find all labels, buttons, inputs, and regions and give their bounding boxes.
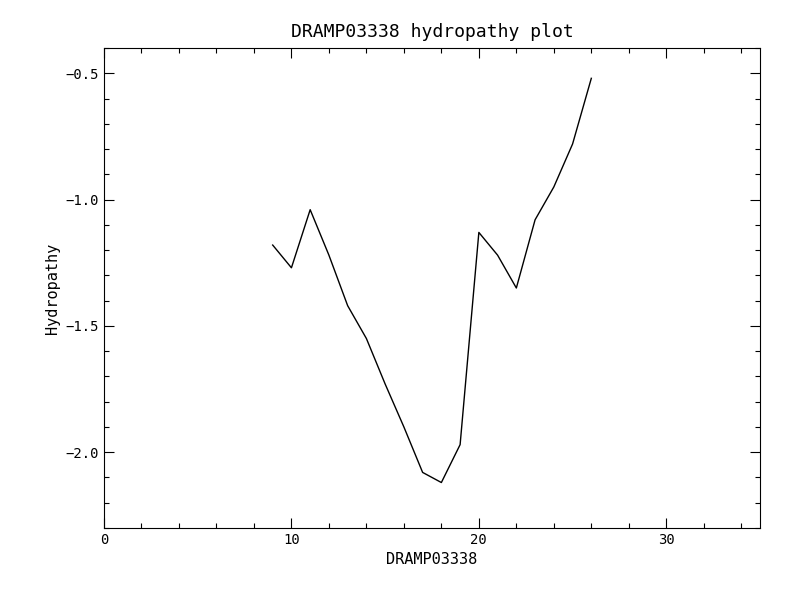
X-axis label: DRAMP03338: DRAMP03338 xyxy=(386,553,478,568)
Title: DRAMP03338 hydropathy plot: DRAMP03338 hydropathy plot xyxy=(290,23,574,41)
Y-axis label: Hydropathy: Hydropathy xyxy=(45,242,60,334)
